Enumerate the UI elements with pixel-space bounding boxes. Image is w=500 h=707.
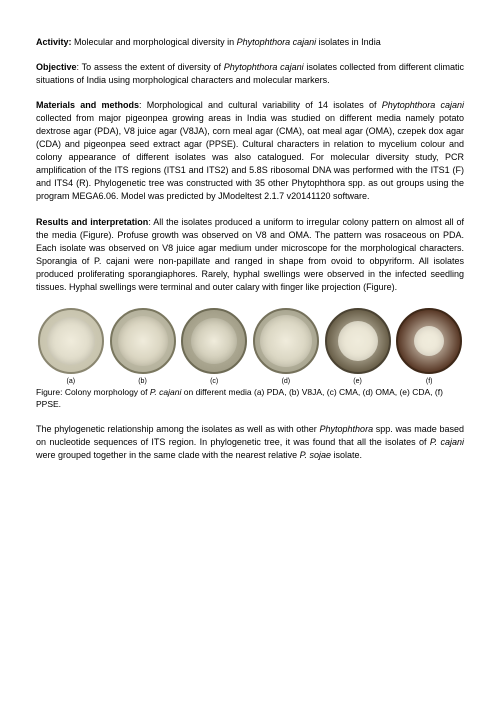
materials-heading: Materials and methods: [36, 100, 139, 110]
petri-dish: [179, 306, 249, 376]
dish-label: (a): [36, 378, 106, 385]
results-text: : All the isolates produced a uniform to…: [36, 217, 464, 292]
figure-caption: Figure: Colony morphology of P. cajani o…: [36, 387, 464, 411]
caption-pre: Figure: Colony morphology of: [36, 387, 150, 397]
materials-text-italic: Phytophthora cajani: [382, 100, 464, 110]
petri-dish: [36, 306, 106, 376]
materials-section: Materials and methods: Morphological and…: [36, 99, 464, 203]
phylo-italic-3: P. sojae: [300, 450, 331, 460]
figure-labels: (a)(b)(c)(d)(e)(f): [36, 378, 464, 385]
materials-text-pre: : Morphological and cultural variability…: [139, 100, 382, 110]
phylo-text-4: isolate.: [331, 450, 362, 460]
objective-section: Objective: To assess the extent of diver…: [36, 61, 464, 87]
phylo-text-1: The phylogenetic relationship among the …: [36, 424, 320, 434]
dish-label: (d): [251, 378, 321, 385]
activity-section: Activity: Molecular and morphological di…: [36, 36, 464, 49]
petri-dish: [394, 306, 464, 376]
materials-text-post: collected from major pigeonpea growing a…: [36, 113, 464, 201]
caption-italic: P. cajani: [150, 387, 182, 397]
dish-label: (e): [323, 378, 393, 385]
activity-text-pre: Molecular and morphological diversity in: [72, 37, 237, 47]
results-section: Results and interpretation: All the isol…: [36, 216, 464, 294]
dish-label: (f): [394, 378, 464, 385]
phylo-section: The phylogenetic relationship among the …: [36, 423, 464, 462]
activity-text-italic: Phytophthora cajani: [237, 37, 317, 47]
activity-heading: Activity:: [36, 37, 72, 47]
figure-row: [36, 306, 464, 376]
objective-text-italic: Phytophthora cajani: [224, 62, 304, 72]
objective-text-pre: : To assess the extent of diversity of: [77, 62, 224, 72]
objective-heading: Objective: [36, 62, 77, 72]
petri-dish: [323, 306, 393, 376]
dish-label: (b): [108, 378, 178, 385]
petri-dish: [108, 306, 178, 376]
activity-text-post: isolates in India: [316, 37, 381, 47]
phylo-text-3: were grouped together in the same clade …: [36, 450, 300, 460]
phylo-italic-2: P. cajani: [430, 437, 464, 447]
results-heading: Results and interpretation: [36, 217, 148, 227]
phylo-italic-1: Phytophthora: [320, 424, 374, 434]
petri-dish: [251, 306, 321, 376]
dish-label: (c): [179, 378, 249, 385]
